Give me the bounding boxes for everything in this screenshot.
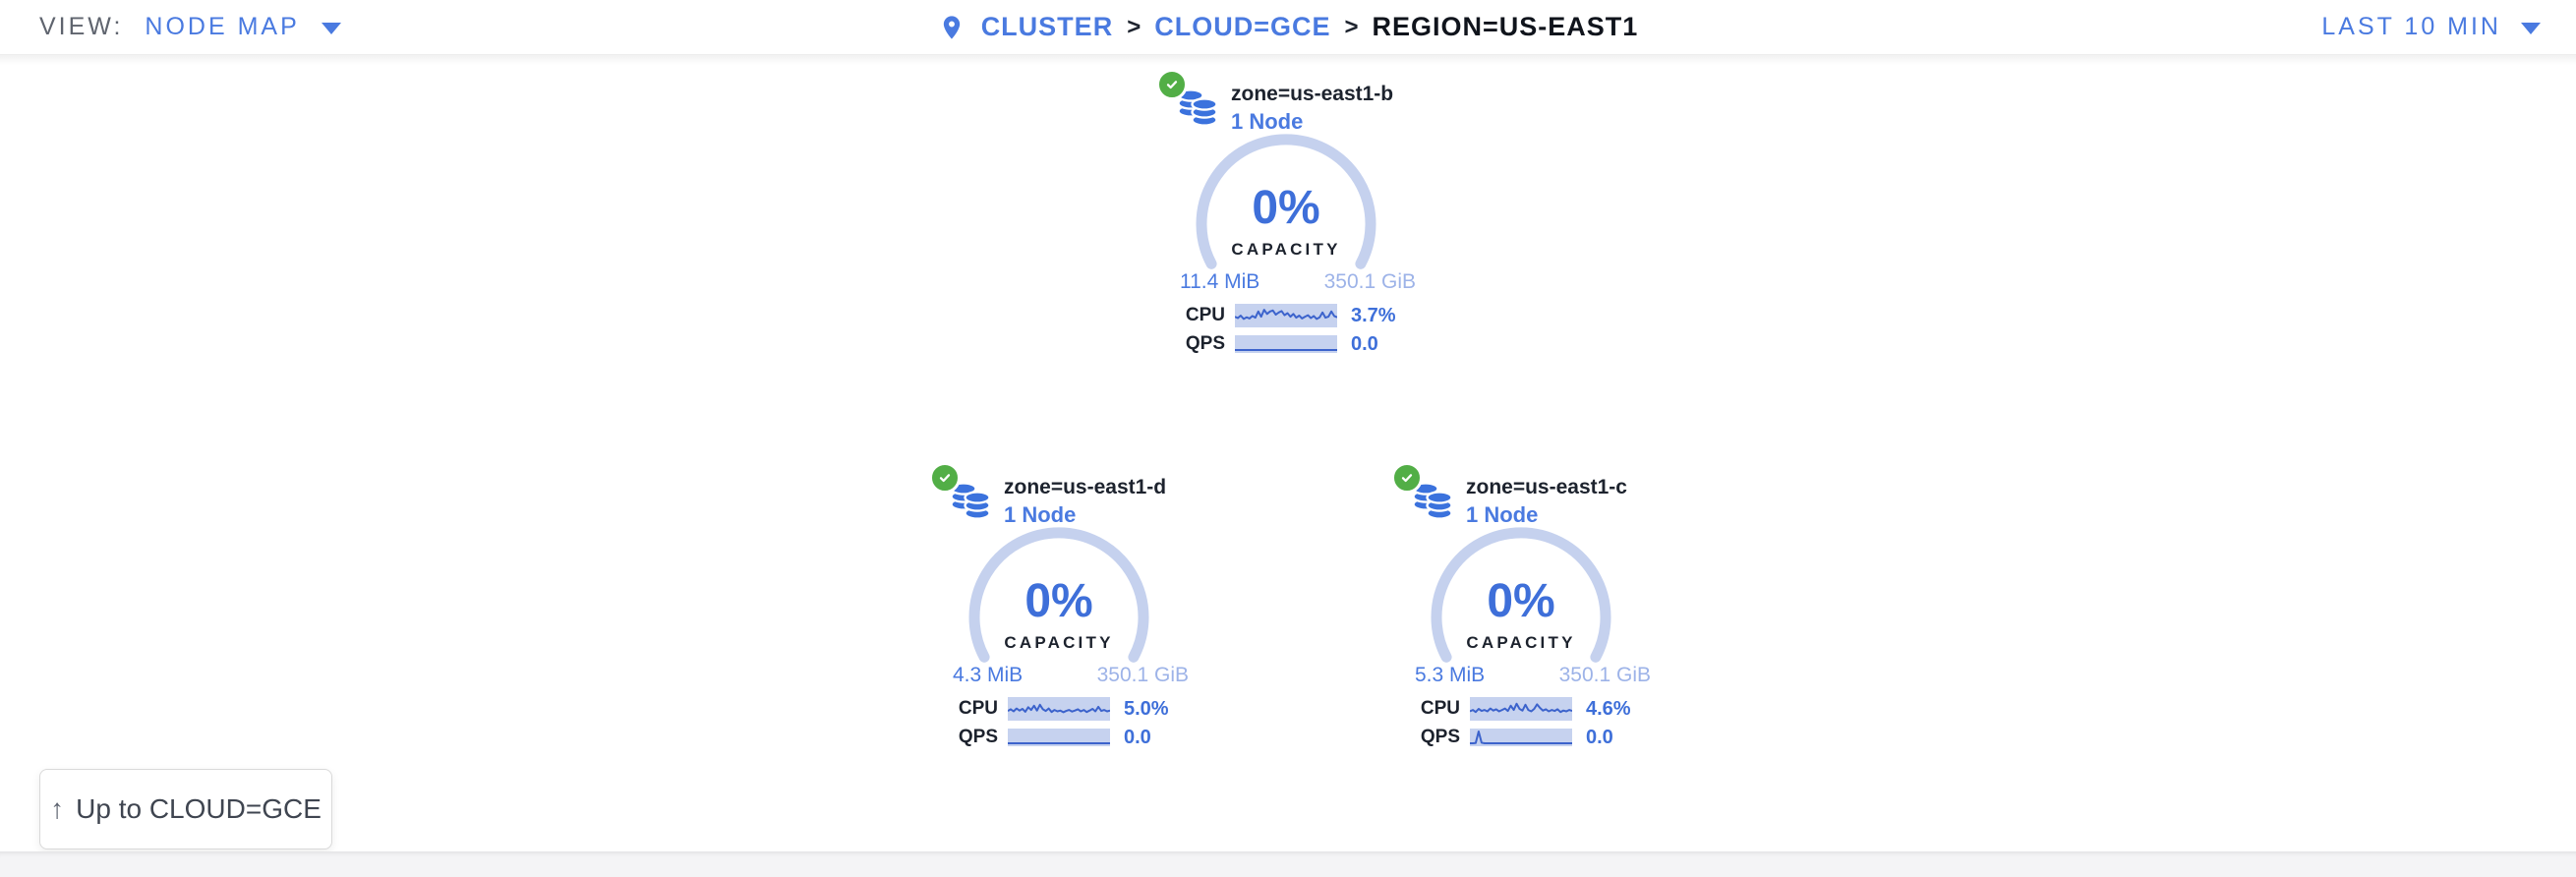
cpu-metric-row: CPU 5.0% bbox=[913, 697, 1208, 721]
zone-card-us-east1-d[interactable]: zone=us-east1-d 1 Node 0% CAPACITY 4.3 M… bbox=[913, 452, 1208, 752]
qps-value: 0.0 bbox=[1351, 332, 1378, 355]
cpu-label: CPU bbox=[1420, 698, 1460, 719]
zone-name: zone=us-east1-d bbox=[1004, 476, 1167, 498]
zone-title-block: zone=us-east1-b 1 Node bbox=[1231, 81, 1393, 136]
qps-sparkline bbox=[1235, 335, 1337, 353]
zone-name: zone=us-east1-b bbox=[1231, 83, 1394, 105]
cpu-sparkline bbox=[1008, 697, 1110, 721]
breadcrumb-separator: > bbox=[1127, 13, 1142, 40]
qps-label: QPS bbox=[958, 727, 998, 747]
node-count: 1 Node bbox=[1231, 109, 1304, 134]
capacity-label: CAPACITY bbox=[1466, 633, 1576, 652]
capacity-gauge-arc bbox=[968, 527, 1149, 663]
node-count: 1 Node bbox=[1004, 502, 1077, 527]
breadcrumb-cloud-gce[interactable]: CLOUD=GCE bbox=[1154, 12, 1331, 41]
capacity-percent: 0% bbox=[1252, 182, 1320, 234]
time-range-value: LAST 10 MIN bbox=[2321, 13, 2501, 40]
topbar-shadow bbox=[0, 55, 2576, 65]
capacity-total: 350.1 GiB bbox=[1323, 270, 1416, 293]
capacity-total: 350.1 GiB bbox=[1558, 664, 1651, 686]
cpu-label: CPU bbox=[958, 698, 998, 719]
capacity-used: 4.3 MiB bbox=[953, 664, 1024, 686]
capacity-label: CAPACITY bbox=[1231, 240, 1341, 259]
qps-sparkline bbox=[1008, 729, 1110, 746]
capacity-range: 5.3 MiB 350.1 GiB bbox=[1415, 663, 1651, 688]
zone-title-block: zone=us-east1-c 1 Node bbox=[1466, 474, 1627, 529]
breadcrumb-cluster[interactable]: CLUSTER bbox=[980, 12, 1114, 41]
up-arrow-icon: ↑ bbox=[50, 793, 65, 824]
capacity-gauge-arc bbox=[1431, 527, 1611, 663]
qps-label: QPS bbox=[1185, 333, 1225, 354]
healthy-check-icon bbox=[1391, 462, 1423, 494]
bottom-strip bbox=[0, 851, 2576, 877]
qps-metric-row: QPS 0.0 bbox=[1141, 332, 1435, 355]
cpu-value: 4.6% bbox=[1586, 697, 1631, 720]
view-selector-value: NODE MAP bbox=[145, 13, 300, 40]
cpu-value: 5.0% bbox=[1124, 697, 1169, 720]
healthy-check-icon bbox=[1156, 69, 1188, 100]
qps-metric-row: QPS 0.0 bbox=[1376, 726, 1670, 748]
cpu-label: CPU bbox=[1185, 305, 1225, 325]
zone-card-us-east1-b[interactable]: zone=us-east1-b 1 Node 0% CAPACITY 11.4 … bbox=[1141, 59, 1435, 359]
qps-label: QPS bbox=[1420, 727, 1460, 747]
capacity-used: 5.3 MiB bbox=[1415, 664, 1486, 686]
breadcrumb: CLUSTER > CLOUD=GCE > REGION=US-EAST1 bbox=[0, 0, 2576, 54]
capacity-range: 11.4 MiB 350.1 GiB bbox=[1180, 269, 1416, 295]
capacity-label: CAPACITY bbox=[1004, 633, 1114, 652]
qps-value: 0.0 bbox=[1586, 726, 1613, 748]
qps-sparkline bbox=[1470, 729, 1572, 746]
view-label: VIEW: bbox=[39, 13, 124, 40]
chevron-down-icon bbox=[321, 23, 341, 34]
breadcrumb-separator: > bbox=[1344, 13, 1359, 40]
chevron-down-icon bbox=[2521, 23, 2541, 34]
cpu-metric-row: CPU 3.7% bbox=[1141, 304, 1435, 327]
qps-value: 0.0 bbox=[1124, 726, 1151, 748]
capacity-percent: 0% bbox=[1487, 575, 1555, 627]
location-pin-icon bbox=[938, 11, 966, 44]
capacity-gauge-arc bbox=[1196, 134, 1376, 269]
zone-title-block: zone=us-east1-d 1 Node bbox=[1004, 474, 1166, 529]
cpu-metric-row: CPU 4.6% bbox=[1376, 697, 1670, 721]
database-stack-icon bbox=[1176, 85, 1219, 137]
healthy-check-icon bbox=[929, 462, 961, 494]
breadcrumb-current-region: REGION=US-EAST1 bbox=[1372, 12, 1639, 41]
up-to-cloud-gce-button[interactable]: ↑ Up to CLOUD=GCE bbox=[39, 769, 332, 849]
view-selector[interactable]: VIEW: NODE MAP bbox=[39, 0, 341, 54]
time-range-selector[interactable]: LAST 10 MIN bbox=[2321, 0, 2541, 54]
topbar: VIEW: NODE MAP CLUSTER > CLOUD=GCE > REG… bbox=[0, 0, 2576, 55]
zone-card-us-east1-c[interactable]: zone=us-east1-c 1 Node 0% CAPACITY 5.3 M… bbox=[1376, 452, 1670, 752]
cpu-sparkline bbox=[1235, 304, 1337, 327]
qps-metric-row: QPS 0.0 bbox=[913, 726, 1208, 748]
capacity-total: 350.1 GiB bbox=[1096, 664, 1189, 686]
capacity-percent: 0% bbox=[1025, 575, 1093, 627]
zone-name: zone=us-east1-c bbox=[1466, 476, 1627, 498]
capacity-used: 11.4 MiB bbox=[1180, 270, 1260, 293]
node-count: 1 Node bbox=[1466, 502, 1539, 527]
cpu-value: 3.7% bbox=[1351, 304, 1396, 326]
cpu-sparkline bbox=[1470, 697, 1572, 721]
capacity-range: 4.3 MiB 350.1 GiB bbox=[953, 663, 1189, 688]
up-button-label: Up to CLOUD=GCE bbox=[76, 793, 322, 824]
database-stack-icon bbox=[1411, 478, 1454, 530]
